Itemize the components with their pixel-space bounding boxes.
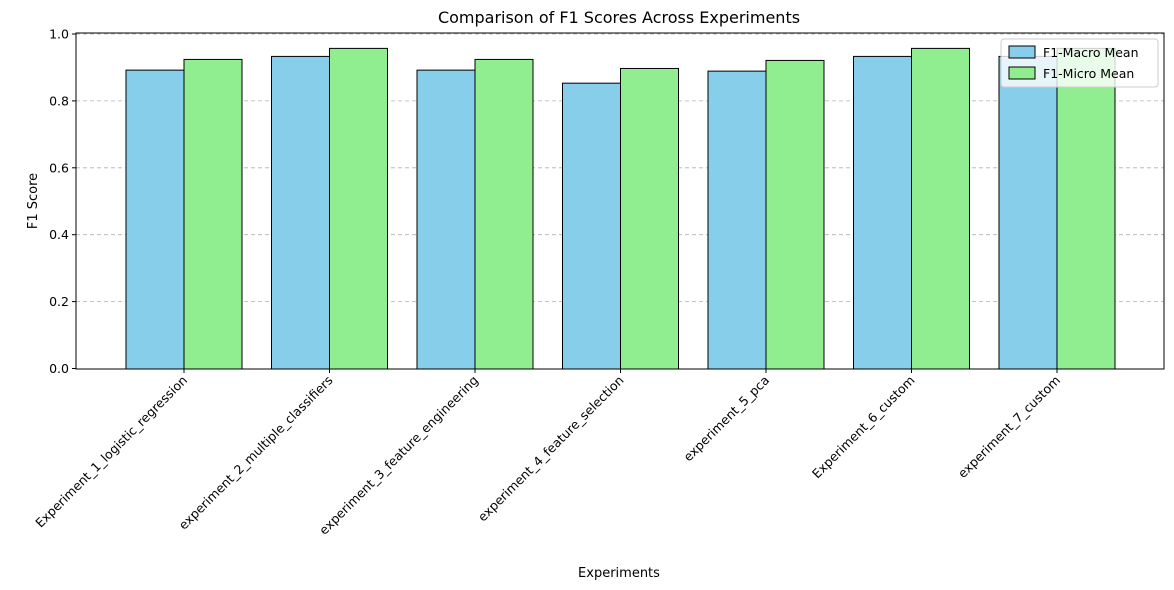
x-tick-label: experiment_5_pca bbox=[680, 373, 772, 465]
x-tick-label: Experiment_6_custom bbox=[809, 373, 918, 482]
y-axis-label: F1 Score bbox=[26, 173, 41, 229]
bar-f1-micro bbox=[1056, 47, 1116, 370]
bar-f1-macro bbox=[562, 82, 621, 370]
legend-label: F1-Macro Mean bbox=[1043, 45, 1139, 60]
x-tick-label: experiment_7_custom bbox=[955, 373, 1063, 481]
chart-title: Comparison of F1 Scores Across Experimen… bbox=[438, 8, 800, 27]
y-tick-label: 0.6 bbox=[49, 160, 69, 175]
bar-f1-micro bbox=[183, 58, 243, 370]
legend: F1-Macro Mean F1-Micro Mean bbox=[1000, 38, 1159, 88]
legend-box bbox=[1000, 38, 1159, 88]
bar-f1-macro bbox=[125, 69, 185, 370]
y-tick-label: 0.8 bbox=[49, 93, 69, 108]
y-tick-label: 0.2 bbox=[49, 294, 69, 309]
bar-f1-macro bbox=[271, 55, 330, 370]
x-tick-label: experiment_3_feature_engineering bbox=[316, 373, 481, 538]
bars bbox=[125, 47, 1116, 370]
grid-lines bbox=[76, 33, 1164, 303]
y-axis: 0.0 0.2 0.4 0.6 0.8 1.0 bbox=[49, 27, 76, 376]
x-tick-label: experiment_4_feature_selection bbox=[475, 373, 627, 525]
y-tick-label: 0.0 bbox=[49, 361, 69, 376]
legend-label: F1-Micro Mean bbox=[1043, 66, 1134, 81]
legend-swatch bbox=[1008, 66, 1036, 80]
y-tick-label: 1.0 bbox=[49, 27, 69, 42]
x-axis-label: Experiments bbox=[578, 566, 660, 581]
bar-f1-micro bbox=[329, 47, 388, 370]
bar-f1-macro bbox=[707, 70, 767, 370]
bar-f1-micro bbox=[911, 47, 970, 370]
bar-f1-micro bbox=[620, 67, 679, 370]
y-tick-label: 0.4 bbox=[49, 227, 69, 242]
x-tick-label: Experiment_1_logistic_regression bbox=[32, 373, 190, 531]
bar-f1-micro bbox=[765, 59, 825, 370]
x-tick-label: experiment_2_multiple_classifiers bbox=[176, 373, 336, 533]
x-axis: Experiment_1_logistic_regressionexperime… bbox=[32, 369, 1063, 538]
legend-swatch bbox=[1008, 45, 1036, 59]
bar-f1-macro bbox=[853, 55, 912, 370]
bar-f1-macro bbox=[416, 69, 476, 370]
bar-f1-micro bbox=[474, 58, 534, 370]
bar-f1-macro bbox=[998, 55, 1058, 370]
